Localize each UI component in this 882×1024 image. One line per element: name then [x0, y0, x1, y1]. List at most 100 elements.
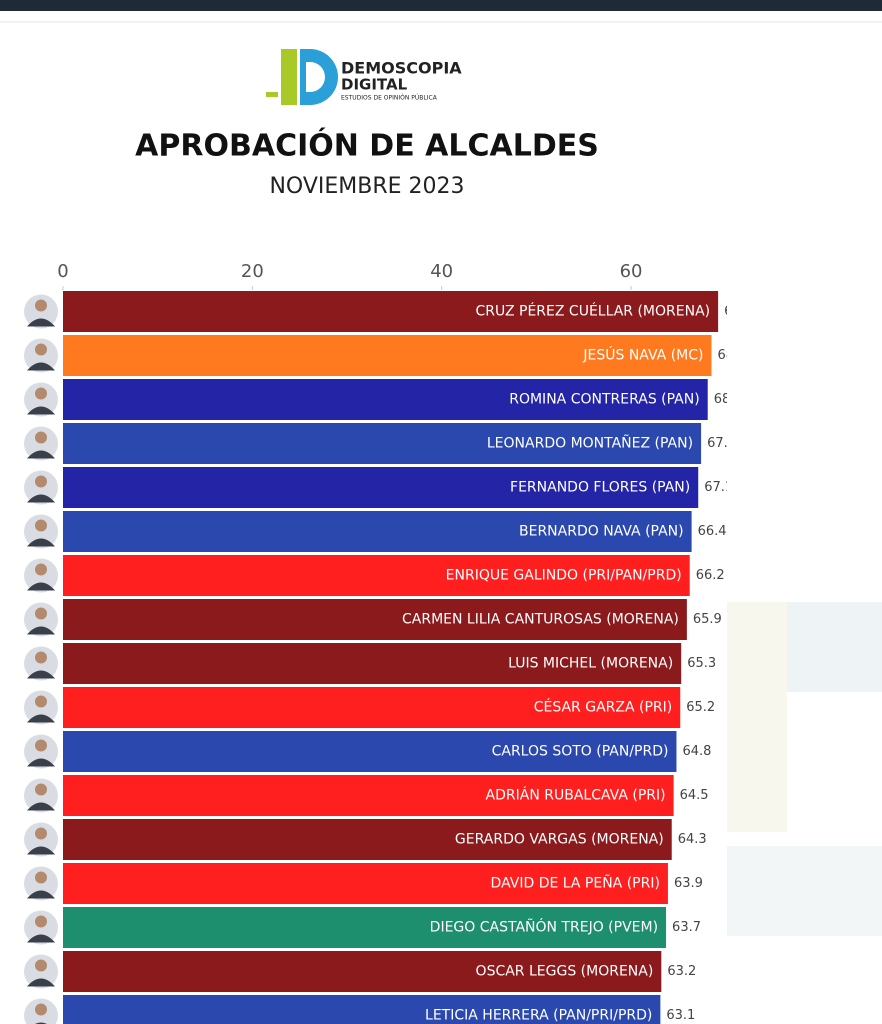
value-label: 67.1	[704, 480, 733, 495]
value-label: 63.9	[674, 876, 703, 891]
x-tick-label: 20	[241, 261, 264, 282]
avatar-head	[35, 475, 47, 488]
avatar-head	[35, 959, 47, 972]
bar	[63, 599, 687, 640]
chart-subtitle: NOVIEMBRE 2023	[269, 174, 464, 199]
bar	[63, 995, 661, 1024]
bar	[63, 511, 692, 552]
bar	[63, 907, 667, 948]
top-bar	[0, 0, 882, 11]
bar	[63, 379, 708, 420]
avatar-body	[27, 802, 55, 811]
value-label: 65.2	[686, 700, 715, 715]
bar-label: DIEGO CASTAÑÓN TREJO (PVEM)	[430, 918, 658, 936]
background-panel	[727, 846, 882, 936]
value-label: 63.2	[667, 964, 696, 979]
avatar-head	[35, 1003, 47, 1016]
bar-label: FERNANDO FLORES (PAN)	[510, 480, 690, 496]
logo: DEMOSCOPIA DIGITAL ESTUDIOS DE OPINIÓN P…	[266, 49, 462, 105]
avatar-body	[27, 406, 55, 415]
bar	[63, 423, 702, 464]
avatar-body	[27, 846, 55, 855]
avatar-body	[27, 582, 55, 591]
value-label: 68.1	[714, 392, 743, 407]
avatar-body	[27, 538, 55, 547]
avatar-head	[35, 739, 47, 752]
bar-label: CRUZ PÉREZ CUÉLLAR (MORENA)	[475, 303, 710, 320]
avatar-head	[35, 343, 47, 356]
bar	[63, 731, 677, 772]
avatar-head	[35, 519, 47, 532]
value-label: 63.7	[672, 920, 701, 935]
avatar-body	[27, 318, 55, 327]
bar-label: CARLOS SOTO (PAN/PRD)	[492, 744, 669, 760]
avatar-body	[27, 626, 55, 635]
logo-text: DIGITAL	[341, 76, 408, 94]
value-label: 64.3	[678, 832, 707, 847]
logo-text: DEMOSCOPIA	[341, 59, 462, 78]
bar-label: ROMINA CONTRERAS (PAN)	[509, 392, 699, 408]
bar-label: BERNARDO NAVA (PAN)	[519, 524, 684, 540]
logo-shape	[306, 62, 325, 92]
bar-label: LETICIA HERRERA (PAN/PRI/PRD)	[425, 1008, 652, 1024]
bar-label: LUIS MICHEL (MORENA)	[508, 656, 673, 672]
x-tick-label: 60	[620, 261, 643, 282]
value-label: 64.8	[682, 744, 711, 759]
avatar-head	[35, 387, 47, 400]
bar	[63, 863, 668, 904]
value-label: 68.5	[717, 348, 746, 363]
avatar-head	[35, 695, 47, 708]
logo-shape	[281, 49, 297, 105]
bar-label: ADRIÁN RUBALCAVA (PRI)	[486, 787, 666, 804]
value-label: 66.4	[698, 524, 727, 539]
avatar-body	[27, 934, 55, 943]
bar-label: DAVID DE LA PEÑA (PRI)	[491, 875, 660, 892]
value-label: 65.9	[693, 612, 722, 627]
background-panel	[787, 602, 882, 692]
bar-label: ENRIQUE GALINDO (PRI/PAN/PRD)	[446, 568, 682, 584]
avatar-head	[35, 607, 47, 620]
avatar-body	[27, 890, 55, 899]
bar	[63, 467, 699, 508]
avatar-head	[35, 651, 47, 664]
avatar-head	[35, 299, 47, 312]
value-label: 63.1	[666, 1008, 695, 1023]
value-label: 69.2	[724, 304, 753, 319]
avatar-head	[35, 915, 47, 928]
background-panel	[727, 602, 787, 832]
bar	[63, 555, 690, 596]
bar	[63, 775, 674, 816]
bar-label: JESÚS NAVA (MC)	[582, 346, 703, 364]
bar	[63, 643, 682, 684]
value-label: 66.2	[696, 568, 725, 583]
logo-shape	[266, 92, 278, 97]
bar	[63, 819, 672, 860]
chart-title: APROBACIÓN DE ALCALDES	[135, 127, 599, 164]
avatar-head	[35, 827, 47, 840]
x-tick-label: 40	[430, 261, 453, 282]
plot: 0 20 40 60 CRUZ PÉREZ CUÉLLAR (MORENA) 69.2 JE…	[24, 261, 753, 1024]
bar	[63, 687, 681, 728]
value-label: 67.4	[707, 436, 736, 451]
logo-tagline: ESTUDIOS DE OPINIÓN PÚBLICA	[341, 95, 438, 102]
value-label: 65.3	[687, 656, 716, 671]
avatar-head	[35, 783, 47, 796]
avatar-head	[35, 871, 47, 884]
bar-label: GERARDO VARGAS (MORENA)	[455, 832, 664, 848]
value-label: 64.5	[680, 788, 709, 803]
avatar-body	[27, 714, 55, 723]
x-tick-label: 0	[57, 261, 68, 282]
avatar-head	[35, 431, 47, 444]
avatar-head	[35, 563, 47, 576]
bar-label: CÉSAR GARZA (PRI)	[534, 699, 673, 716]
bar-label: OSCAR LEGGS (MORENA)	[476, 964, 654, 980]
bar-label: LEONARDO MONTAÑEZ (PAN)	[487, 435, 693, 452]
bar	[63, 335, 712, 376]
bar	[63, 951, 662, 992]
avatar-body	[27, 978, 55, 987]
avatar-body	[27, 758, 55, 767]
avatar-body	[27, 670, 55, 679]
bar	[63, 291, 719, 332]
bar-label: CARMEN LILIA CANTUROSAS (MORENA)	[402, 612, 679, 628]
